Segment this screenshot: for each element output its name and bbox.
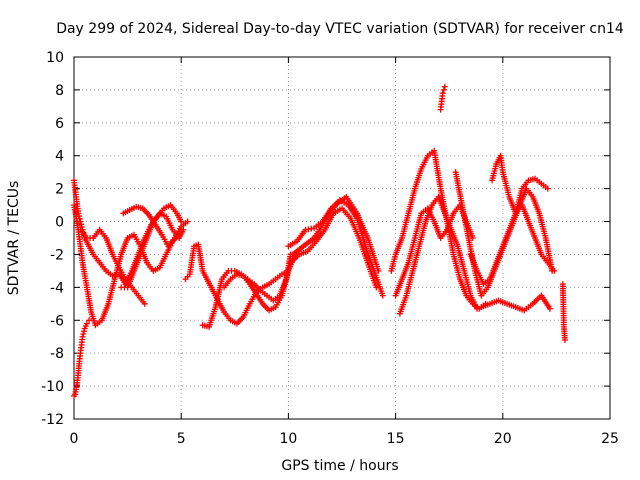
x-tick-label: 5 — [177, 431, 186, 447]
data-point — [141, 300, 148, 307]
data-point — [81, 328, 88, 335]
y-tick-label: -12 — [41, 412, 64, 428]
y-tick-label: -2 — [50, 247, 64, 263]
y-tick-label: -6 — [50, 313, 64, 329]
y-tick-label: 0 — [55, 215, 64, 231]
y-tick-label: 2 — [55, 182, 64, 198]
y-axis: -12 -10 -8 -6 -4 -2 0 2 4 6 8 10 — [41, 50, 610, 428]
x-tick-label: 20 — [494, 431, 512, 447]
y-tick-label: -4 — [50, 280, 64, 296]
x-axis-label: GPS time / hours — [281, 458, 398, 474]
x-tick-label: 10 — [279, 431, 297, 447]
x-tick-label: 0 — [70, 431, 79, 447]
data-point — [184, 218, 191, 225]
data-point — [373, 284, 380, 291]
data-point — [83, 320, 90, 327]
chart-title: Day 299 of 2024, Sidereal Day-to-day VTE… — [56, 21, 624, 37]
data-point — [439, 90, 446, 97]
data-point — [561, 337, 568, 344]
y-tick-label: 10 — [46, 50, 64, 66]
data-point — [440, 86, 447, 93]
data-point — [86, 317, 93, 324]
x-tick-label: 15 — [387, 431, 405, 447]
data-point — [78, 221, 85, 228]
data-point — [375, 267, 382, 274]
data-point — [546, 305, 553, 312]
data-points — [71, 83, 568, 399]
data-point — [80, 330, 87, 337]
data-point — [544, 185, 551, 192]
x-tick-label: 25 — [601, 431, 619, 447]
y-tick-label: -10 — [41, 379, 64, 395]
y-tick-label: 6 — [55, 116, 64, 132]
x-axis: 0 5 10 15 20 25 — [70, 57, 619, 447]
data-point — [79, 333, 86, 340]
data-point — [474, 305, 481, 312]
y-tick-label: 8 — [55, 83, 64, 99]
y-tick-label: 4 — [55, 149, 64, 165]
plot-frame — [73, 56, 611, 420]
y-axis-label: SDTVAR / TECUs — [6, 181, 22, 296]
y-tick-label: -8 — [50, 346, 64, 362]
grid — [74, 57, 610, 419]
data-point — [551, 267, 558, 274]
data-point — [441, 83, 448, 90]
data-point — [379, 292, 386, 299]
